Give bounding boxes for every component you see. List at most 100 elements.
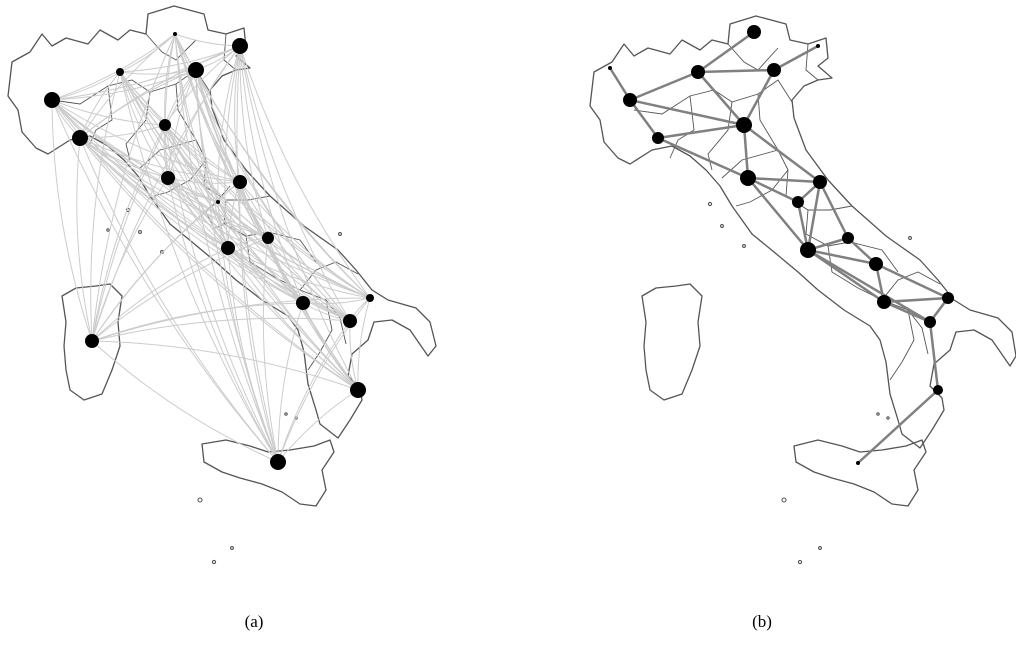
edge-a-3-8	[164, 33, 176, 179]
edge-a-5-11	[239, 45, 269, 239]
edge-a-5-6	[79, 45, 241, 139]
small-islands	[707, 201, 912, 565]
b-node-11	[792, 196, 804, 208]
edge-a-5-15	[239, 45, 351, 322]
map-panel-a: (a)	[7, 5, 437, 631]
b-node-9	[740, 170, 756, 186]
edge-b-1-8	[628, 99, 660, 139]
edge-b-3-7	[697, 71, 745, 126]
a-node-10	[216, 200, 220, 204]
b-node-8	[652, 132, 664, 144]
edge-a-1-17	[51, 99, 93, 342]
a-node-17	[85, 334, 99, 348]
edge-a-4-14	[195, 69, 371, 299]
edge-a-7-18	[164, 124, 279, 463]
edge-a-6-16	[79, 137, 359, 391]
a-node-4	[188, 62, 204, 78]
b-node-2	[608, 66, 612, 70]
edge-b-17-18	[928, 321, 940, 391]
edge-a-15-18	[277, 320, 351, 463]
edge-a-12-14	[227, 247, 371, 299]
edge-a-15-17	[91, 317, 351, 342]
edge-a-3-18	[174, 33, 279, 463]
complete-edges-layer	[51, 33, 371, 463]
edge-b-9-11	[747, 176, 799, 204]
edge-a-8-18	[167, 177, 279, 463]
a-node-14	[366, 294, 374, 302]
edge-b-6-5	[773, 44, 819, 72]
edge-a-4-15	[195, 69, 351, 322]
edge-a-8-15	[167, 177, 351, 322]
a-node-16	[350, 382, 366, 398]
map-canvas-b	[589, 15, 1016, 565]
b-node-12	[842, 232, 854, 244]
edge-a-2-17	[90, 71, 121, 342]
b-node-6	[767, 63, 781, 77]
edge-a-5-7	[164, 45, 241, 126]
edge-a-5-17	[91, 45, 241, 342]
a-node-11	[262, 232, 274, 244]
b-node-13	[800, 242, 816, 258]
edge-b-1-3	[629, 70, 699, 102]
a-node-15	[343, 314, 357, 328]
edge-a-3-6	[79, 33, 176, 139]
edge-a-14-17	[91, 297, 371, 342]
edge-a-5-12	[224, 45, 241, 249]
edge-a-6-7	[79, 124, 166, 139]
a-node-13	[296, 296, 310, 310]
edge-a-4-8	[167, 69, 197, 179]
edge-a-17-18	[91, 340, 279, 463]
a-node-18	[270, 454, 286, 470]
b-node-16	[942, 292, 954, 304]
edge-a-5-9	[234, 45, 241, 183]
b-node-5	[816, 44, 820, 48]
edge-a-6-10	[79, 137, 219, 203]
map-panel-b: (b)	[508, 0, 1016, 646]
b-node-14	[869, 257, 883, 271]
edge-a-11-15	[267, 237, 351, 322]
edge-a-12-16	[227, 247, 359, 391]
edge-a-8-17	[91, 177, 169, 342]
edge-a-14-16	[357, 297, 371, 391]
caption-b: (b)	[752, 612, 772, 631]
edge-b-6-7	[742, 69, 776, 126]
edge-a-12-18	[227, 247, 279, 463]
edge-a-11-14	[267, 237, 371, 299]
b-node-18	[933, 385, 943, 395]
edge-a-2-16	[119, 71, 359, 391]
edge-b-13-17	[807, 248, 931, 324]
edge-a-10-15	[217, 201, 351, 322]
edge-b-8-9	[657, 136, 749, 180]
edge-a-10-14	[217, 201, 371, 299]
a-node-9	[233, 175, 247, 189]
edge-a-6-11	[79, 137, 269, 239]
edge-a-9-18	[239, 181, 279, 463]
edge-a-12-15	[227, 247, 351, 322]
b-node-3	[691, 65, 705, 79]
a-node-7	[159, 119, 171, 131]
a-node-5	[232, 38, 248, 54]
edge-b-10-13	[806, 181, 822, 251]
edge-a-7-9	[164, 124, 241, 183]
edge-a-13-17	[91, 302, 304, 342]
edge-a-1-5	[51, 45, 241, 101]
edge-a-4-17	[91, 69, 197, 342]
caption-a: (a)	[244, 612, 264, 631]
b-node-15	[877, 295, 891, 309]
edge-a-6-18	[79, 137, 279, 463]
nodes-layer-a	[44, 32, 374, 470]
edge-b-13-14	[807, 248, 877, 266]
a-node-12	[221, 241, 235, 255]
a-node-6	[72, 130, 88, 146]
edge-a-7-17	[91, 124, 166, 342]
a-node-3	[173, 32, 177, 36]
edge-a-11-17	[91, 237, 269, 342]
edge-b-3-6	[697, 68, 775, 74]
edge-a-6-15	[79, 137, 351, 322]
b-node-10	[813, 175, 827, 189]
a-node-8	[161, 171, 175, 185]
edge-b-9-10	[747, 176, 821, 184]
edge-b-1-7	[629, 98, 745, 127]
edge-b-18-19	[857, 389, 939, 464]
edge-a-3-7	[164, 33, 176, 126]
